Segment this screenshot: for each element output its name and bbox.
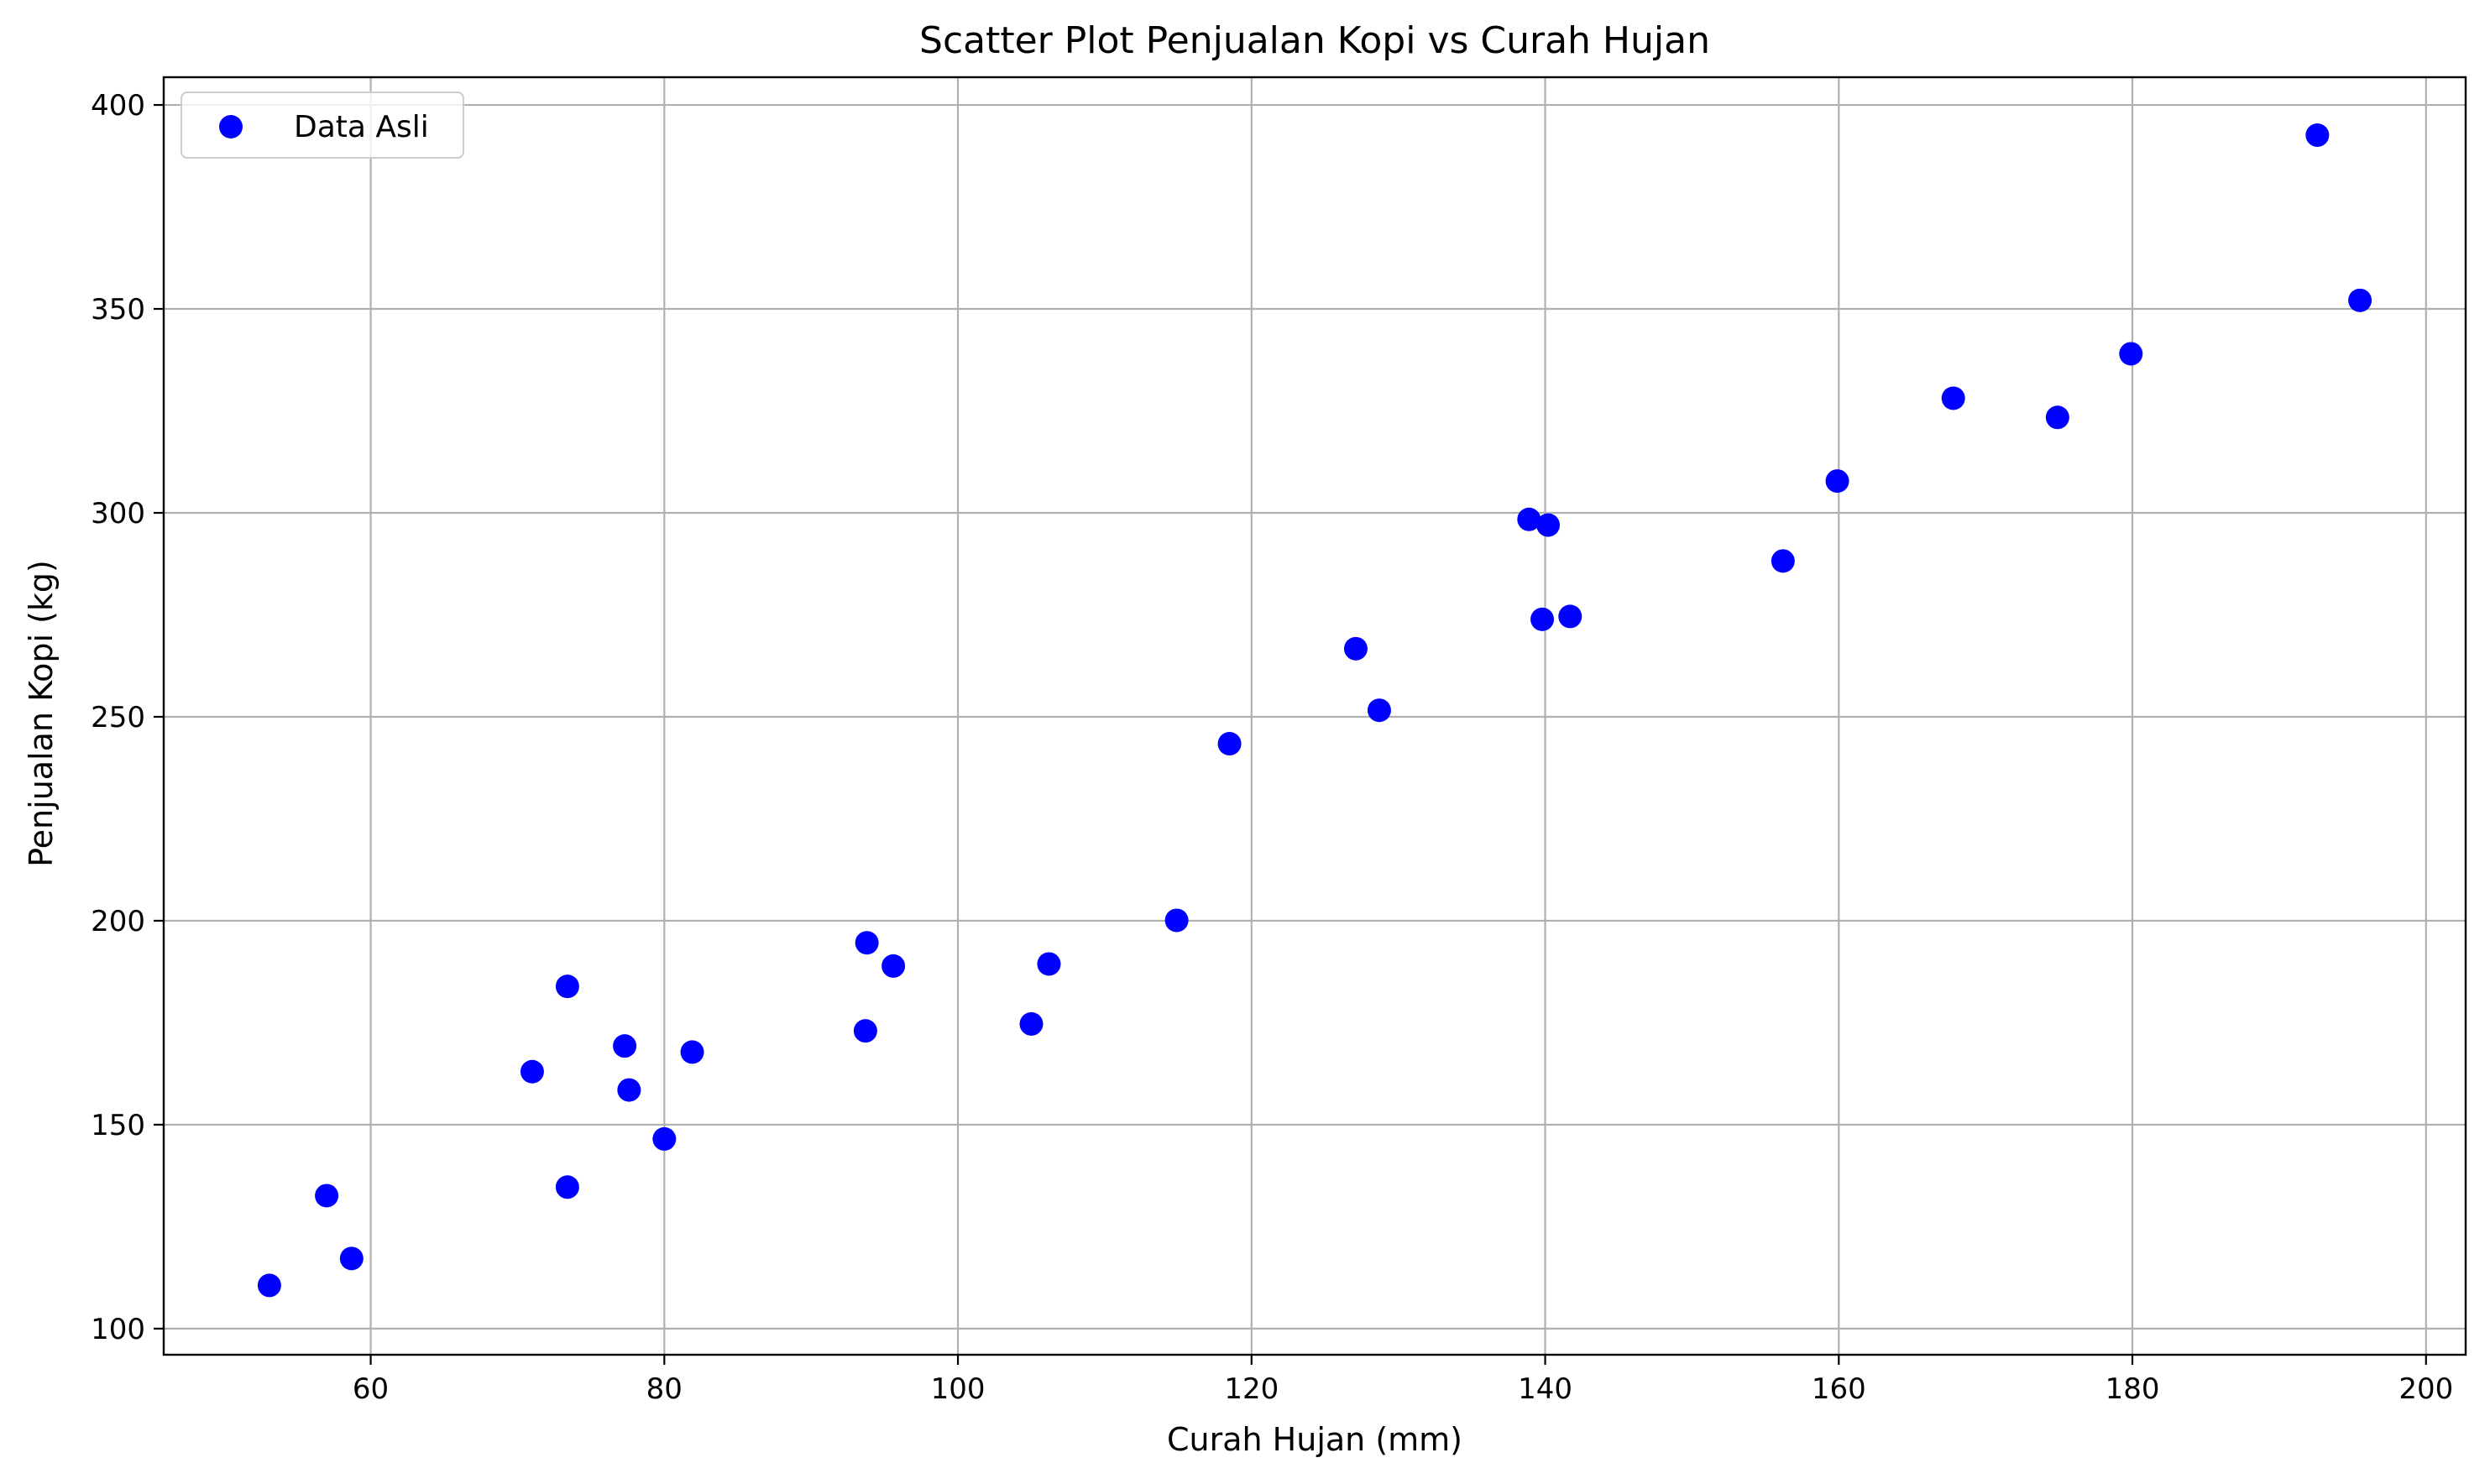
x-tick-label: 160	[1812, 1372, 1866, 1406]
data-point	[2119, 342, 2143, 366]
y-tick-label: 100	[91, 1313, 145, 1346]
x-tick-label: 140	[1518, 1372, 1572, 1406]
data-point	[555, 975, 579, 999]
data-point	[855, 931, 879, 955]
data-point	[339, 1246, 364, 1271]
legend-marker	[219, 115, 243, 138]
data-point	[1343, 636, 1368, 661]
data-point	[1530, 607, 1555, 631]
data-points	[257, 123, 2372, 1298]
grid-lines	[164, 77, 2466, 1355]
y-tick-label: 200	[91, 905, 145, 938]
data-point	[680, 1040, 704, 1064]
data-point	[1019, 1011, 1044, 1036]
legend-box	[180, 91, 464, 159]
y-tick-label: 350	[91, 293, 145, 327]
data-point	[1037, 952, 1061, 976]
data-point	[1217, 732, 1242, 756]
data-point	[1517, 507, 1541, 531]
x-tick-label: 80	[646, 1372, 683, 1406]
y-tick-label: 300	[91, 497, 145, 530]
axis-ticks: 60 80 100 120 140 160 180 200 100 150 200 250 300 350…	[91, 89, 2453, 1406]
x-tick-label: 60	[353, 1372, 389, 1406]
data-point	[257, 1273, 281, 1298]
x-tick-label: 180	[2106, 1372, 2160, 1406]
y-axis-label: Penjualan Kopi (kg)	[23, 560, 60, 867]
data-point	[2045, 405, 2069, 430]
data-point	[555, 1175, 579, 1199]
data-point	[2348, 288, 2372, 312]
x-tick-label: 120	[1224, 1372, 1279, 1406]
y-tick-label: 400	[91, 89, 145, 123]
data-point	[520, 1059, 544, 1084]
plot-frame	[162, 76, 2467, 1356]
y-tick-label: 150	[91, 1109, 145, 1142]
y-tick-label: 250	[91, 701, 145, 734]
data-point	[1941, 386, 1965, 410]
data-point	[652, 1126, 677, 1151]
x-tick-label: 100	[931, 1372, 986, 1406]
data-point	[881, 954, 906, 978]
data-point	[315, 1184, 339, 1208]
data-point	[2305, 123, 2330, 148]
data-point	[1367, 698, 1391, 723]
data-point	[1771, 549, 1795, 573]
data-point	[1825, 469, 1849, 494]
legend: Data Asli	[180, 91, 464, 159]
legend-label: Data Asli	[294, 110, 429, 144]
data-point	[617, 1078, 641, 1102]
data-point	[1164, 908, 1189, 933]
data-point	[613, 1034, 637, 1058]
data-point	[853, 1019, 877, 1043]
x-tick-label: 200	[2398, 1372, 2453, 1406]
data-point	[1536, 513, 1561, 537]
data-point	[1558, 604, 1582, 629]
chart-title: Scatter Plot Penjualan Kopi vs Curah Huj…	[919, 19, 1710, 62]
x-axis-label: Curah Hujan (mm)	[1167, 1421, 1462, 1458]
